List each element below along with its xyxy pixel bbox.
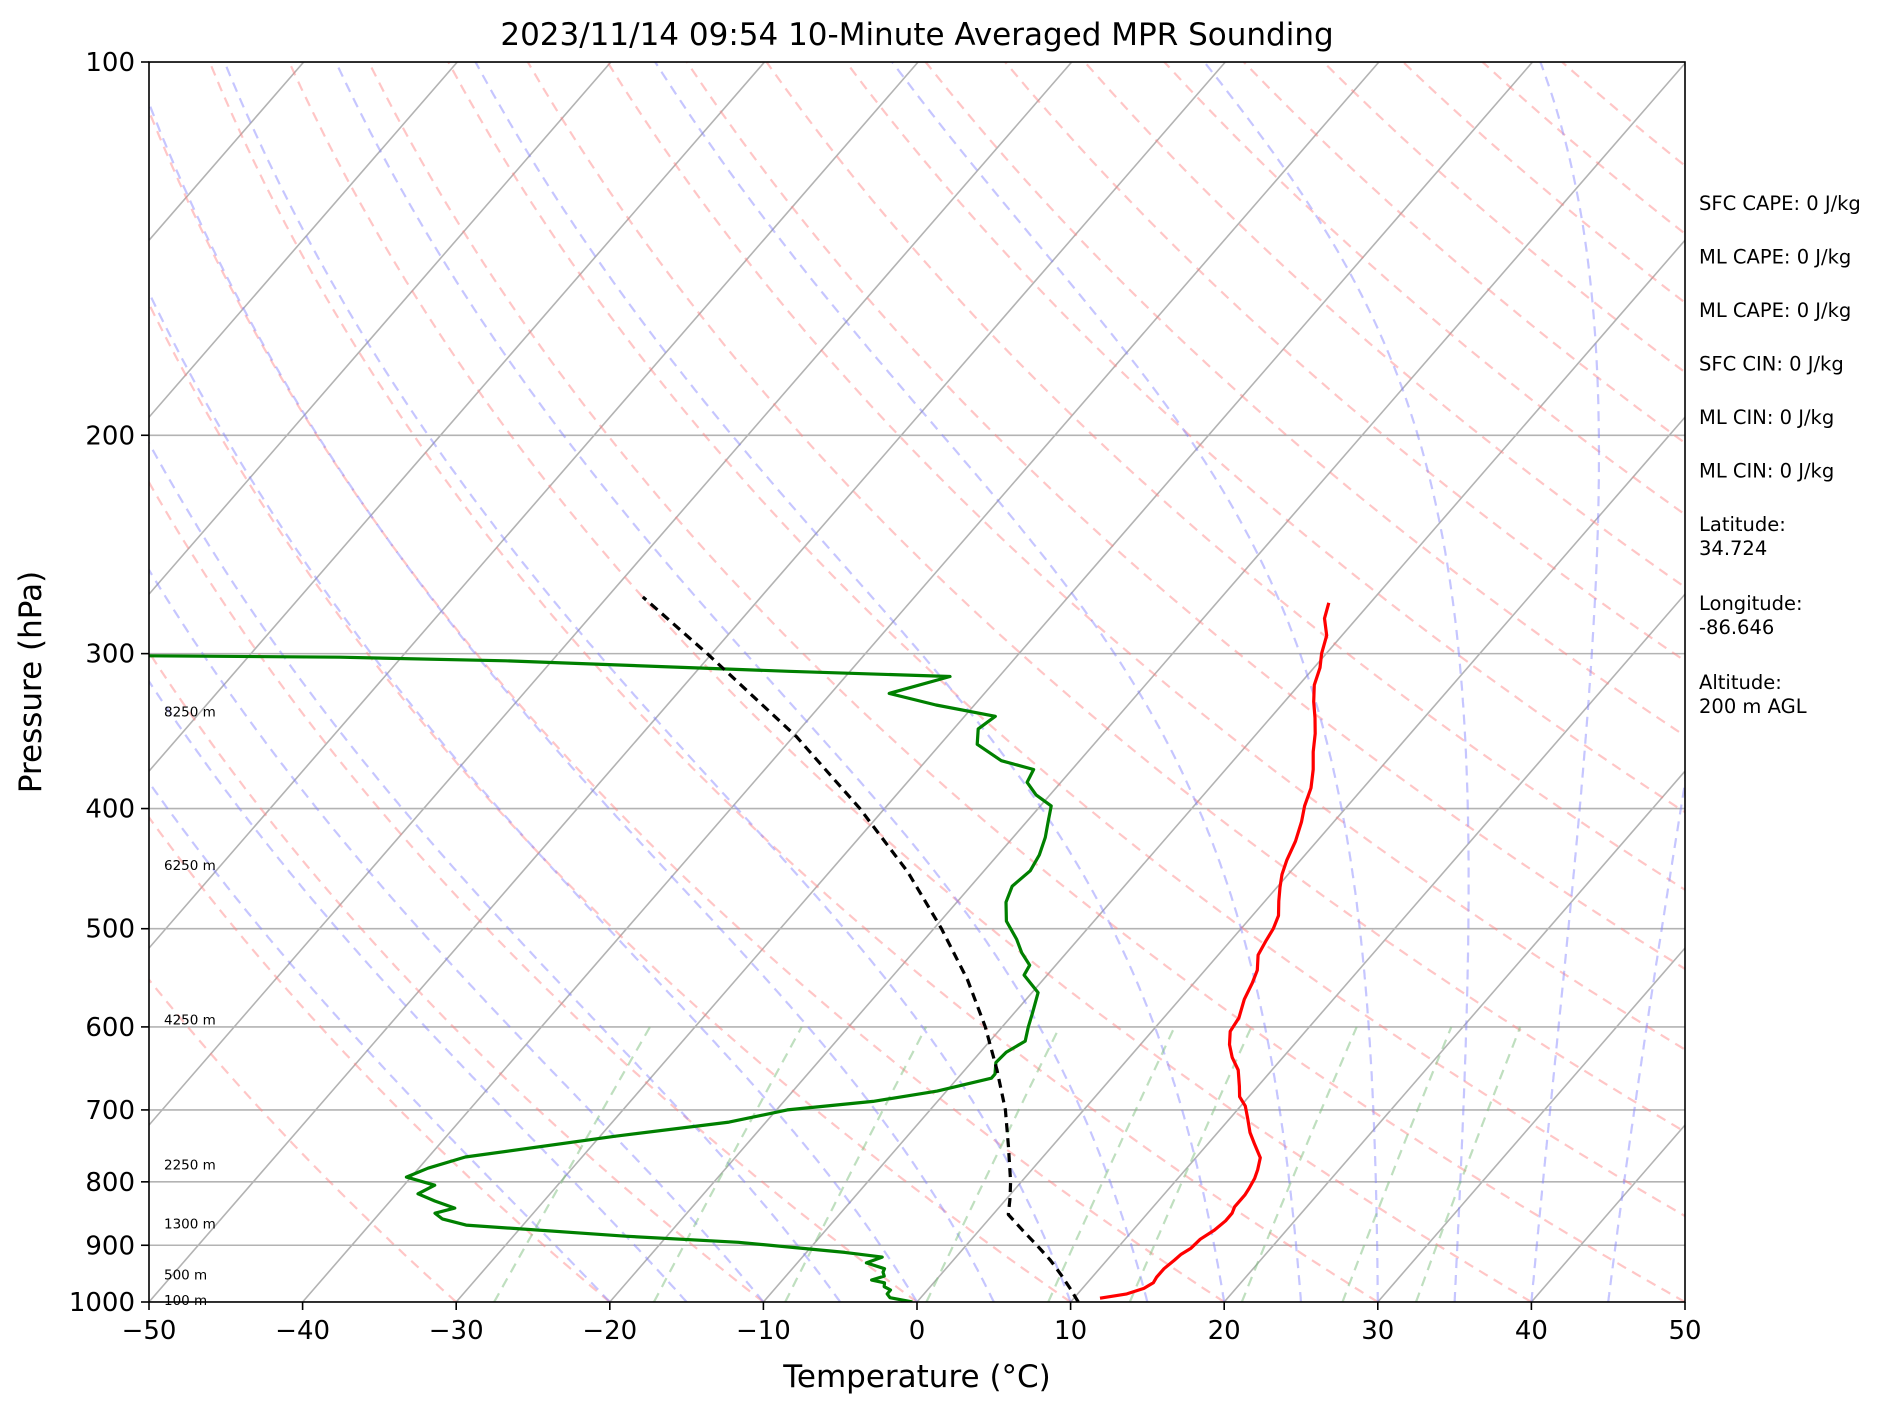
moist-adiabat-line — [149, 679, 688, 1302]
x-tick-label: −20 — [582, 1316, 637, 1346]
dry-adiabat-line — [288, 62, 1532, 1302]
mixing-ratio-line — [493, 1026, 651, 1302]
mixing-ratio-line — [925, 1026, 1061, 1302]
dry-adiabat-line — [149, 650, 765, 1302]
x-tick-label: −10 — [736, 1316, 791, 1346]
isotherm-line — [916, 415, 1685, 1302]
parcel-line — [641, 595, 1080, 1302]
x-tick-label: −30 — [429, 1316, 484, 1346]
info-entry: SFC CIN: 0 J/kg — [1699, 353, 1844, 376]
isotherm-line — [149, 62, 612, 596]
info-entry: ML CAPE: 0 J/kg — [1699, 246, 1851, 269]
moist-adiabat-line — [149, 440, 842, 1302]
axis-ticks: −50 −40 −30 −20 −10 0 10 20 30 40 50 1000 900 800 700 6… — [69, 48, 1702, 1346]
dry-adiabat-line — [208, 62, 1379, 1302]
dry-adiabat-line — [685, 62, 1685, 971]
moist-adiabat-line — [474, 62, 1226, 1302]
y-tick-label: 1000 — [69, 1288, 135, 1318]
moist-adiabat-line — [149, 290, 918, 1302]
height-label: 500 m — [164, 1267, 207, 1283]
background-lines — [149, 62, 1685, 1302]
y-tick-label: 300 — [85, 640, 135, 670]
info-panel: SFC CAPE: 0 J/kg ML CAPE: 0 J/kg ML CAPE: … — [1699, 192, 1861, 718]
height-label: 4250 m — [164, 1013, 216, 1029]
y-tick-label: 900 — [85, 1231, 135, 1261]
dry-adiabat-line — [149, 301, 1072, 1302]
mixing-ratio-line — [1128, 1026, 1253, 1302]
x-tick-label: −40 — [275, 1316, 330, 1346]
height-labels: 100 m 500 m 1300 m 2250 m 4250 m 6250 m 8250 m — [164, 704, 216, 1308]
y-tick-label: 800 — [85, 1168, 135, 1198]
data-series — [149, 595, 1331, 1302]
isotherm-line — [149, 62, 919, 950]
isotherm-line — [149, 62, 766, 773]
x-tick-label: 20 — [1208, 1316, 1241, 1346]
isotherm-line — [1377, 946, 1685, 1302]
isotherm-line — [301, 62, 1380, 1302]
moist-adiabat-line — [223, 62, 1072, 1302]
info-entry: Latitude: 34.724 — [1699, 513, 1786, 560]
isotherm-line — [149, 62, 458, 419]
dry-adiabat-line — [367, 62, 1685, 1302]
height-label: 2250 m — [164, 1158, 216, 1174]
moist-adiabat-line — [149, 780, 611, 1302]
x-axis-title: Temperature (°C) — [782, 1359, 1051, 1395]
info-entry: ML CIN: 0 J/kg — [1699, 406, 1834, 429]
x-tick-label: 50 — [1668, 1316, 1701, 1346]
info-entry: ML CIN: 0 J/kg — [1699, 460, 1834, 483]
isotherm-line — [149, 62, 1226, 1302]
y-tick-label: 100 — [85, 48, 135, 78]
moist-adiabat-line — [334, 62, 1149, 1302]
dry-adiabat-line — [526, 62, 1685, 1134]
height-label: 1300 m — [164, 1216, 216, 1232]
dry-adiabat-line — [1004, 62, 1685, 663]
info-entry: ML CAPE: 0 J/kg — [1699, 299, 1851, 322]
moist-adiabat-line — [1203, 62, 1470, 1302]
x-tick-label: 40 — [1515, 1316, 1548, 1346]
y-tick-label: 600 — [85, 1013, 135, 1043]
x-tick-label: −50 — [122, 1316, 177, 1346]
y-tick-label: 400 — [85, 795, 135, 825]
isotherm-line — [762, 239, 1685, 1302]
height-label: 100 m — [164, 1293, 207, 1309]
chart-title: 2023/11/14 09:54 10-Minute Averaged MPR … — [500, 17, 1333, 53]
x-tick-label: 30 — [1361, 1316, 1394, 1346]
x-tick-label: 0 — [909, 1316, 926, 1346]
mixing-ratio-line — [784, 1026, 928, 1302]
info-entry: Longitude: -86.646 — [1699, 592, 1803, 639]
mixing-ratio-line — [652, 1026, 803, 1302]
dry-adiabat-line — [149, 480, 918, 1302]
y-tick-label: 700 — [85, 1096, 135, 1126]
mixing-ratio-line — [1341, 1026, 1453, 1302]
dry-adiabat-line — [447, 62, 1685, 1218]
info-entry: Altitude: 200 m AGL — [1699, 671, 1807, 718]
isotherm-line — [455, 62, 1534, 1302]
isotherm-line — [149, 62, 1073, 1127]
x-tick-label: 10 — [1054, 1316, 1087, 1346]
height-label: 8250 m — [164, 704, 216, 720]
moist-adiabat-line — [1607, 775, 1685, 1302]
moist-adiabat-line — [149, 100, 995, 1302]
dry-adiabat-line — [149, 108, 1225, 1302]
mixing-ratio-line — [1047, 1026, 1176, 1302]
dry-adiabat-line — [149, 815, 611, 1302]
info-entry: SFC CAPE: 0 J/kg — [1699, 192, 1861, 215]
temperature-line — [1099, 602, 1331, 1300]
height-label: 6250 m — [164, 858, 216, 874]
isotherm-line — [609, 62, 1685, 1302]
y-tick-label: 200 — [85, 421, 135, 451]
mixing-ratio-line — [1414, 1026, 1522, 1302]
y-tick-label: 500 — [85, 915, 135, 945]
mixing-ratio-line — [1240, 1026, 1358, 1302]
moist-adiabat-line — [1530, 62, 1601, 1302]
isotherm-line — [1223, 769, 1685, 1302]
dry-adiabat-line — [845, 62, 1685, 814]
isotherm-line — [1069, 592, 1685, 1302]
y-axis-title: Pressure (hPa) — [13, 571, 49, 793]
